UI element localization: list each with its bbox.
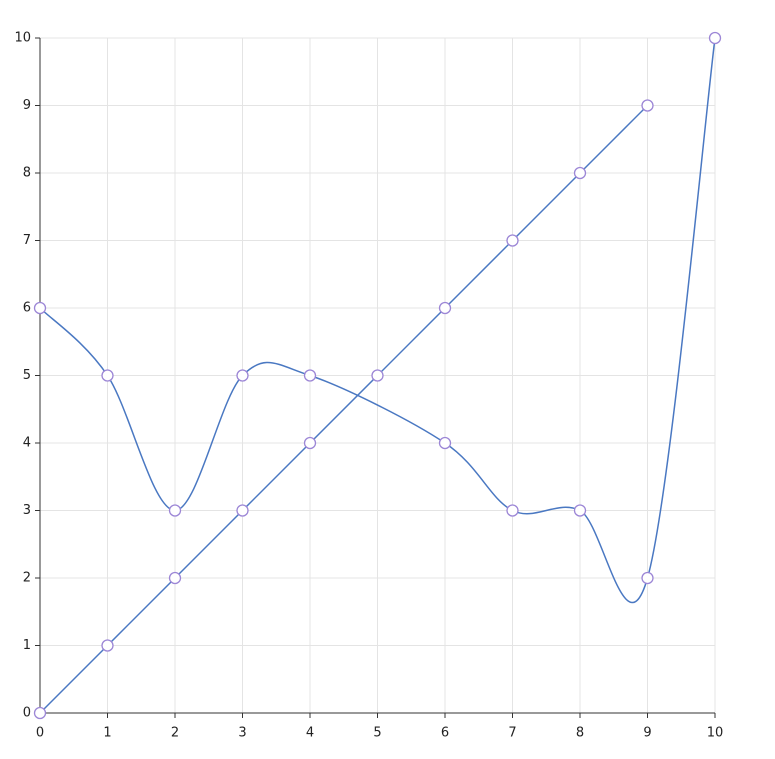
point <box>33 301 47 315</box>
point <box>236 369 249 382</box>
point <box>371 369 384 382</box>
y-tick-label: 4 <box>23 436 31 451</box>
point <box>573 166 587 180</box>
point <box>303 369 317 382</box>
point <box>708 31 722 45</box>
point <box>641 99 654 112</box>
y-tick-label: 8 <box>23 166 31 181</box>
y-tick-label: 1 <box>23 638 31 653</box>
point <box>168 571 182 585</box>
x-tick-label: 10 <box>707 726 724 741</box>
y-tick-label: 5 <box>23 368 31 383</box>
y-tick-label: 6 <box>23 301 31 316</box>
point <box>236 504 249 517</box>
y-tick-label: 7 <box>23 233 31 248</box>
point <box>506 234 519 247</box>
x-tick-label: 8 <box>576 726 584 741</box>
x-tick-label: 0 <box>36 726 44 741</box>
point <box>101 369 114 382</box>
x-tick-label: 4 <box>306 726 314 741</box>
y-tick-label: 9 <box>23 98 31 113</box>
point <box>101 639 114 652</box>
y-tick-label: 2 <box>23 571 31 586</box>
x-tick-label: 5 <box>373 726 381 741</box>
x-tick-label: 6 <box>441 726 449 741</box>
point <box>168 504 182 517</box>
x-tick-label: 1 <box>103 726 111 741</box>
point <box>438 301 452 315</box>
point <box>33 706 47 720</box>
markers <box>33 31 722 720</box>
x-tick-label: 2 <box>171 726 179 741</box>
point <box>573 504 587 517</box>
x-tick-label: 3 <box>238 726 246 741</box>
x-tick-label: 9 <box>643 726 651 741</box>
y-tick-label: 0 <box>23 706 31 721</box>
point <box>641 571 654 585</box>
y-tick-label: 10 <box>14 31 31 46</box>
y-tick-label: 3 <box>23 503 31 518</box>
point <box>506 504 519 517</box>
series-line <box>39 104 649 714</box>
point <box>438 436 452 450</box>
x-tick-label: 7 <box>508 726 516 741</box>
point <box>303 436 317 450</box>
